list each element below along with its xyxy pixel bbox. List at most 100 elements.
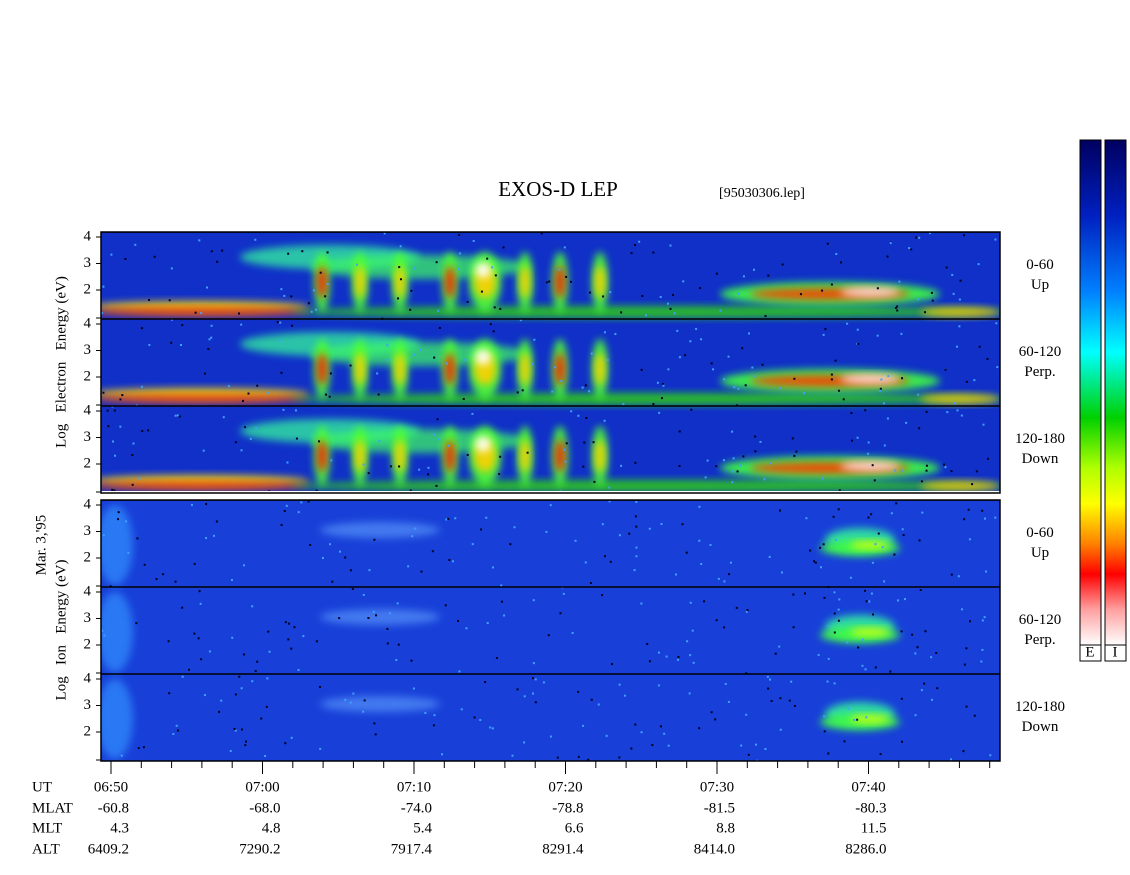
noise bbox=[101, 629, 104, 632]
noise bbox=[319, 747, 322, 750]
noise bbox=[141, 430, 144, 433]
noise bbox=[234, 729, 237, 732]
noise bbox=[690, 408, 693, 411]
noise bbox=[286, 461, 289, 464]
noise bbox=[230, 578, 233, 581]
noise bbox=[583, 441, 586, 444]
noise bbox=[665, 655, 668, 658]
noise bbox=[803, 592, 806, 595]
noise bbox=[231, 636, 234, 639]
noise bbox=[167, 640, 170, 643]
noise bbox=[103, 634, 106, 637]
noise bbox=[779, 697, 782, 700]
noise bbox=[981, 509, 984, 512]
noise bbox=[795, 450, 798, 453]
noise bbox=[914, 714, 917, 717]
noise bbox=[460, 708, 463, 711]
noise bbox=[925, 410, 928, 413]
noise bbox=[724, 682, 727, 685]
noise bbox=[244, 744, 247, 747]
noise bbox=[823, 730, 826, 733]
noise bbox=[682, 280, 685, 283]
noise bbox=[792, 593, 795, 596]
y-tick-label: 3 bbox=[84, 697, 92, 713]
noise bbox=[952, 292, 955, 295]
footer-value: 07:40 bbox=[851, 779, 885, 795]
noise bbox=[712, 368, 715, 371]
noise bbox=[590, 352, 593, 355]
noise bbox=[564, 460, 567, 463]
noise bbox=[445, 518, 448, 521]
noise bbox=[174, 414, 177, 417]
noise bbox=[981, 648, 984, 651]
noise bbox=[344, 556, 347, 559]
noise bbox=[140, 385, 143, 388]
noise bbox=[686, 640, 689, 643]
noise bbox=[113, 409, 116, 412]
noise bbox=[853, 718, 856, 721]
noise bbox=[420, 570, 423, 573]
noise bbox=[610, 663, 613, 666]
noise bbox=[132, 442, 135, 445]
spectral-feature bbox=[555, 440, 565, 472]
noise bbox=[742, 275, 745, 278]
noise bbox=[652, 402, 655, 405]
noise bbox=[427, 473, 430, 476]
noise bbox=[905, 421, 908, 424]
noise bbox=[457, 268, 460, 271]
noise bbox=[203, 372, 206, 375]
pitch-angle-label: 120-180 bbox=[1015, 431, 1065, 447]
noise bbox=[210, 324, 213, 327]
noise bbox=[238, 312, 241, 315]
noise bbox=[659, 725, 662, 728]
spectral-feature bbox=[317, 353, 327, 385]
noise bbox=[307, 500, 310, 503]
noise bbox=[824, 328, 827, 331]
footer-value: 8414.0 bbox=[694, 841, 735, 857]
noise bbox=[247, 392, 250, 395]
noise bbox=[554, 366, 557, 369]
footer-value: -60.8 bbox=[98, 800, 129, 816]
noise bbox=[995, 322, 998, 325]
noise bbox=[842, 398, 845, 401]
noise bbox=[703, 600, 706, 603]
spectral-feature bbox=[101, 395, 310, 403]
noise bbox=[549, 735, 552, 738]
noise bbox=[205, 502, 208, 505]
noise bbox=[411, 535, 414, 538]
noise bbox=[609, 291, 612, 294]
noise bbox=[310, 310, 313, 313]
noise bbox=[661, 383, 664, 386]
noise bbox=[677, 658, 680, 661]
y-tick-label: 4 bbox=[84, 496, 92, 512]
noise bbox=[509, 543, 512, 546]
noise bbox=[531, 363, 534, 366]
noise bbox=[456, 619, 459, 622]
noise bbox=[241, 399, 244, 402]
noise bbox=[106, 409, 109, 412]
noise bbox=[846, 641, 849, 644]
noise bbox=[618, 534, 621, 537]
noise bbox=[879, 389, 882, 392]
noise bbox=[717, 577, 720, 580]
noise bbox=[221, 249, 224, 252]
noise bbox=[489, 323, 492, 326]
noise bbox=[484, 681, 487, 684]
noise bbox=[181, 324, 184, 327]
y-tick-label: 4 bbox=[84, 583, 92, 599]
noise bbox=[827, 657, 830, 660]
noise bbox=[633, 569, 636, 572]
noise bbox=[823, 596, 826, 599]
noise bbox=[981, 619, 984, 622]
noise bbox=[312, 289, 315, 292]
noise bbox=[194, 311, 197, 314]
noise bbox=[494, 274, 497, 277]
spectral-feature bbox=[475, 349, 491, 365]
noise bbox=[589, 582, 592, 585]
noise bbox=[648, 527, 651, 530]
noise bbox=[958, 298, 961, 301]
noise bbox=[915, 236, 918, 239]
noise bbox=[894, 306, 897, 309]
noise bbox=[181, 675, 184, 678]
noise bbox=[900, 740, 903, 743]
